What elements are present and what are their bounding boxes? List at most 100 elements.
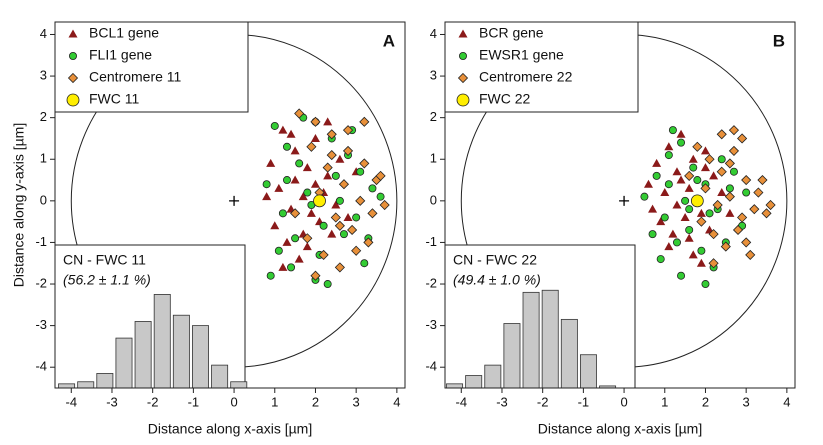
point: [700, 163, 710, 172]
point: [732, 224, 744, 236]
point: [376, 192, 385, 201]
point: [742, 188, 751, 197]
point: [640, 192, 649, 201]
point: [310, 270, 321, 281]
legend-marker: [67, 72, 79, 84]
point: [709, 171, 719, 180]
point: [287, 263, 296, 272]
x-axis-label: Distance along x-axis [µm]: [148, 421, 312, 437]
point: [334, 220, 345, 231]
legend-label: Centromere 22: [479, 69, 573, 85]
legend-label: Centromere 11: [89, 69, 182, 85]
histogram-bar: [522, 291, 540, 389]
point: [761, 208, 772, 219]
point: [724, 158, 735, 169]
point: [274, 246, 283, 255]
x-tick-label: 1: [271, 394, 278, 409]
point: [282, 237, 292, 246]
legend-marker: [68, 29, 78, 38]
point: [656, 255, 665, 264]
x-tick-label: 2: [702, 394, 709, 409]
y-tick-label: -1: [35, 234, 47, 249]
point: [724, 191, 735, 202]
x-tick-label: -4: [455, 394, 467, 409]
point: [708, 258, 719, 269]
point: [278, 125, 288, 134]
x-tick-label: 0: [620, 394, 627, 409]
point: [290, 146, 300, 155]
point: [355, 195, 366, 206]
histogram-bar: [579, 354, 597, 389]
point: [310, 116, 321, 127]
y-tick-label: 4: [430, 26, 437, 41]
histogram-bar: [541, 289, 559, 389]
point: [712, 199, 723, 211]
y-tick-label: -2: [425, 275, 437, 290]
point: [717, 188, 727, 197]
x-tick-label: -3: [106, 394, 118, 409]
plot-frame: [444, 21, 796, 389]
point: [379, 199, 390, 211]
point: [270, 121, 279, 130]
plot-area: [460, 33, 788, 368]
point: [295, 159, 304, 168]
point: [677, 271, 686, 280]
point: [676, 175, 686, 184]
point: [310, 179, 320, 188]
point: [323, 171, 333, 180]
point: [708, 229, 719, 240]
legend-label: FWC 11: [89, 91, 140, 107]
point: [352, 213, 361, 222]
point: [677, 138, 686, 147]
point: [331, 171, 340, 180]
point: [282, 176, 291, 185]
point: [705, 209, 714, 218]
point: [660, 213, 669, 222]
point: [652, 171, 661, 180]
point: [741, 174, 752, 186]
point: [375, 170, 386, 181]
point: [303, 188, 312, 197]
point: [359, 158, 370, 169]
point: [368, 184, 377, 193]
y-tick-label: -4: [35, 359, 47, 374]
legend-marker: [457, 72, 469, 84]
legend-label: BCR gene: [479, 25, 544, 41]
histogram-bar: [134, 321, 152, 389]
histogram-bar: [153, 294, 171, 389]
point: [696, 258, 706, 267]
y-tick-label: 2: [40, 109, 47, 124]
point: [282, 142, 291, 151]
y-tick-label: 4: [40, 26, 47, 41]
point: [331, 200, 341, 209]
point: [693, 176, 702, 185]
point: [313, 194, 326, 208]
point: [278, 209, 287, 218]
point: [266, 271, 275, 280]
point: [737, 133, 748, 144]
histogram-bar: [115, 337, 133, 389]
point: [643, 179, 653, 188]
point: [326, 150, 337, 161]
point: [266, 158, 276, 167]
point: [749, 204, 760, 215]
y-axis-label: Distance along y-axis [µm]: [11, 123, 27, 287]
x-tick-label: -1: [188, 394, 200, 409]
y-tick-label: 0: [40, 192, 47, 207]
point: [676, 129, 686, 138]
point: [290, 175, 300, 184]
point: [335, 196, 344, 205]
panel-label: A: [383, 31, 395, 50]
point: [356, 167, 365, 176]
point: [725, 184, 734, 193]
point: [656, 217, 666, 226]
histogram-bar: [560, 318, 578, 389]
x-tick-label: -1: [578, 394, 590, 409]
legend-label: BCL1 gene: [89, 25, 159, 41]
point: [704, 154, 715, 165]
point: [728, 145, 740, 156]
x-tick-label: 3: [353, 394, 360, 409]
point: [327, 229, 337, 238]
point: [684, 170, 695, 181]
point: [306, 208, 316, 217]
